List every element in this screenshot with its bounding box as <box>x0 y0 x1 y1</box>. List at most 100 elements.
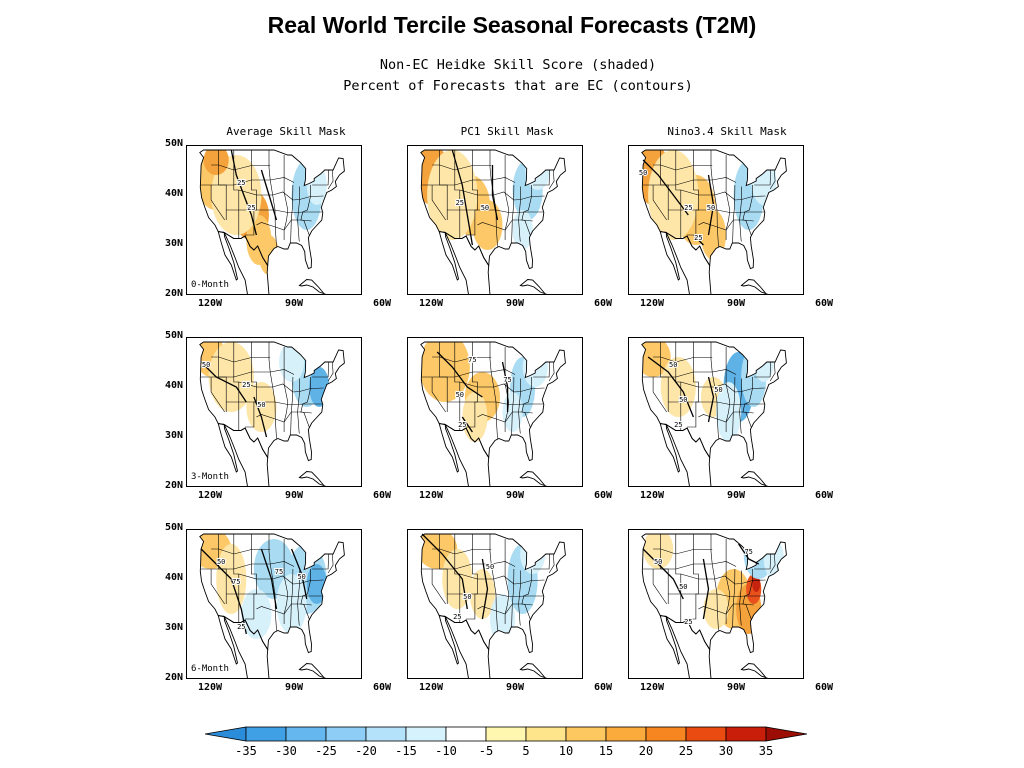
colorbar-swatch <box>685 726 727 742</box>
cuba-coastline <box>519 471 548 487</box>
coastline <box>659 422 680 473</box>
map-panel-r0c2: 50 25 50 25 <box>628 145 804 295</box>
latitude-label: 20N <box>164 480 183 491</box>
ec-contour-line <box>253 396 268 438</box>
state-boundary <box>511 184 515 244</box>
state-boundary <box>477 603 533 615</box>
skill-shade-patch <box>703 589 729 629</box>
colorbar-swatch <box>285 726 327 742</box>
longitude-label: 60W <box>593 490 613 501</box>
ec-contour-line <box>738 543 759 565</box>
cuba-coastline <box>298 471 327 487</box>
state-boundary <box>653 164 713 171</box>
state-boundary <box>431 377 446 413</box>
coastline <box>665 615 712 679</box>
state-boundary <box>422 177 516 186</box>
state-boundary <box>732 376 736 436</box>
state-boundary <box>652 377 667 413</box>
state-boundary <box>754 553 771 570</box>
longitude-label: 90W <box>284 298 304 309</box>
colorbar-tick-label: -25 <box>315 744 337 758</box>
coastline <box>217 230 238 281</box>
state-boundary <box>698 411 754 423</box>
longitude-label: 90W <box>505 490 525 501</box>
state-boundary <box>533 361 550 378</box>
state-boundary <box>447 593 543 597</box>
state-boundary <box>210 377 225 413</box>
contour-label: 25 <box>674 421 682 429</box>
longitude-label: 60W <box>593 298 613 309</box>
colorbar-lower-triangle <box>204 726 247 742</box>
colorbar-swatch <box>325 726 367 742</box>
cuba-coastline <box>740 279 769 295</box>
contour-label: 50 <box>456 391 464 399</box>
skill-shading <box>641 150 777 260</box>
state-boundary <box>312 361 329 378</box>
state-boundary <box>327 361 334 382</box>
state-boundary <box>447 401 543 405</box>
colorbar-swatch <box>645 726 687 742</box>
state-boundary <box>732 184 736 244</box>
longitude-label: 120W <box>639 298 665 309</box>
longitude-label: 90W <box>284 682 304 693</box>
contour-label: 25 <box>237 623 245 631</box>
contour-label: 75 <box>275 568 283 576</box>
colorbar-swatch <box>525 726 567 742</box>
state-boundary <box>226 401 322 405</box>
map-canvas: 50 25 50 25 <box>638 149 787 295</box>
state-boundary <box>431 569 446 605</box>
state-boundary <box>312 169 329 186</box>
ec-contour-line <box>200 361 247 403</box>
state-boundary <box>652 569 667 605</box>
skill-shade-patch <box>211 155 262 235</box>
map-panel-r2c2: 50 50 75 25 <box>628 529 804 679</box>
state-boundary <box>548 553 555 574</box>
state-boundary <box>643 369 737 378</box>
longitude-label: 60W <box>593 682 613 693</box>
colorbar-swatch <box>605 726 647 742</box>
state-boundary <box>290 568 294 628</box>
longitude-label: 60W <box>372 490 392 501</box>
state-boundary <box>238 381 324 393</box>
state-boundary <box>675 534 682 623</box>
skill-shade-patch <box>520 534 546 574</box>
skill-shading <box>641 342 774 442</box>
longitude-label: 90W <box>505 682 525 693</box>
longitude-label: 120W <box>418 682 444 693</box>
skill-shade-patch <box>660 357 696 417</box>
skill-shade-patch <box>489 594 516 644</box>
map-panel-r2c0: 50 75 25 75 50 6-Month <box>186 529 362 679</box>
latitude-label: 50N <box>164 330 183 341</box>
column-title-average: Average Skill Mask <box>226 125 346 138</box>
contour-label: 75 <box>232 578 240 586</box>
skill-shade-patch <box>472 200 503 250</box>
colorbar-tick-label: -20 <box>355 744 377 758</box>
state-boundary <box>533 553 550 570</box>
state-boundary <box>754 169 771 186</box>
skill-shading <box>420 534 546 644</box>
coastline <box>659 614 680 665</box>
latitude-label: 20N <box>164 672 183 683</box>
colorbar-swatch <box>405 726 447 742</box>
state-boundary <box>226 209 322 213</box>
contour-label: 50 <box>669 361 677 369</box>
colorbar-tick-label: 20 <box>638 744 654 758</box>
lead-time-label: 3-Month <box>190 472 230 482</box>
longitude-label: 90W <box>726 682 746 693</box>
map-canvas: 75 50 25 75 <box>420 341 566 487</box>
lead-time-label: 6-Month <box>190 664 230 674</box>
ec-contour-line <box>481 558 489 620</box>
state-boundary <box>698 219 754 231</box>
contour-label: 50 <box>463 593 471 601</box>
state-boundary <box>643 561 737 570</box>
map-canvas: 25 25 <box>199 149 345 295</box>
cuba-coastline <box>519 663 548 679</box>
colorbar-tick-label: 15 <box>598 744 614 758</box>
map-panel-r0c0: 25 25 0-Month <box>186 145 362 295</box>
latitude-label: 40N <box>164 380 183 391</box>
state-boundary <box>668 401 764 405</box>
map-panel-r1c1: 75 50 25 75 <box>407 337 583 487</box>
state-boundary <box>432 356 492 363</box>
state-boundary <box>653 548 713 555</box>
longitude-label: 90W <box>284 490 304 501</box>
